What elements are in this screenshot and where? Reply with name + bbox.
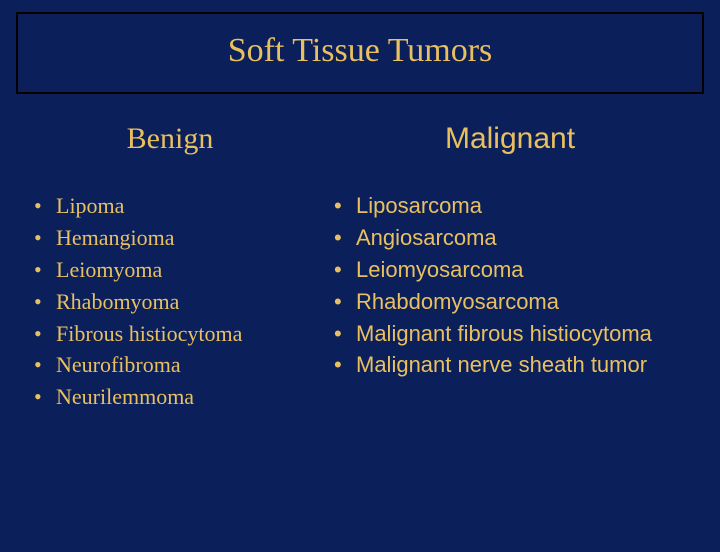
list-item: •Hemangioma [34, 222, 320, 254]
list-item: •Leiomyoma [34, 254, 320, 286]
item-text: Malignant nerve sheath tumor [356, 349, 700, 381]
item-text: Rhabomyoma [56, 286, 320, 318]
item-text: Leiomyoma [56, 254, 320, 286]
item-text: Liposarcoma [356, 190, 700, 222]
item-text: Neurofibroma [56, 349, 320, 381]
bullet-icon: • [334, 190, 356, 222]
item-text: Rhabdomyosarcoma [356, 286, 700, 318]
list-item: •Lipoma [34, 190, 320, 222]
bullet-icon: • [34, 190, 56, 222]
bullet-icon: • [334, 286, 356, 318]
list-item: •Neurofibroma [34, 349, 320, 381]
item-text: Malignant fibrous histiocytoma [356, 318, 700, 350]
bullet-icon: • [34, 318, 56, 350]
list-item: •Rhabomyoma [34, 286, 320, 318]
item-text: Leiomyosarcoma [356, 254, 700, 286]
list-item: •Malignant fibrous histiocytoma [334, 318, 700, 350]
bullet-icon: • [334, 318, 356, 350]
right-list: •Liposarcoma •Angiosarcoma •Leiomyosarco… [320, 190, 700, 381]
item-text: Lipoma [56, 190, 320, 222]
bullet-icon: • [334, 349, 356, 381]
left-heading: Benign [20, 122, 320, 156]
bullet-icon: • [34, 349, 56, 381]
item-text: Angiosarcoma [356, 222, 700, 254]
list-item: •Angiosarcoma [334, 222, 700, 254]
left-list: •Lipoma •Hemangioma •Leiomyoma •Rhabomyo… [20, 190, 320, 413]
list-item: •Malignant nerve sheath tumor [334, 349, 700, 381]
bullet-icon: • [334, 222, 356, 254]
list-item: •Fibrous histiocytoma [34, 318, 320, 350]
item-text: Neurilemmoma [56, 381, 320, 413]
left-column: Benign •Lipoma •Hemangioma •Leiomyoma •R… [20, 122, 320, 413]
slide-title: Soft Tissue Tumors [18, 32, 702, 70]
list-item: •Leiomyosarcoma [334, 254, 700, 286]
list-item: •Liposarcoma [334, 190, 700, 222]
bullet-icon: • [34, 254, 56, 286]
bullet-icon: • [34, 286, 56, 318]
item-text: Hemangioma [56, 222, 320, 254]
bullet-icon: • [334, 254, 356, 286]
list-item: •Rhabdomyosarcoma [334, 286, 700, 318]
item-text: Fibrous histiocytoma [56, 318, 320, 350]
content-columns: Benign •Lipoma •Hemangioma •Leiomyoma •R… [0, 122, 720, 413]
bullet-icon: • [34, 381, 56, 413]
list-item: •Neurilemmoma [34, 381, 320, 413]
title-box: Soft Tissue Tumors [16, 12, 704, 94]
right-heading: Malignant [320, 122, 700, 156]
right-column: Malignant •Liposarcoma •Angiosarcoma •Le… [320, 122, 700, 413]
bullet-icon: • [34, 222, 56, 254]
